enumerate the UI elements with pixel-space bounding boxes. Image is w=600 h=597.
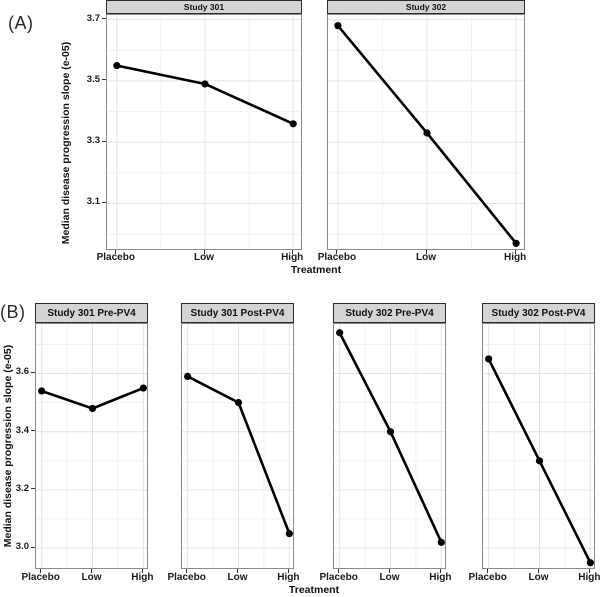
x-tick-mark <box>91 569 92 573</box>
facet-plot-svg <box>483 324 594 568</box>
data-point <box>113 61 121 70</box>
facet-panel <box>327 14 525 250</box>
x-axis-title-a: Treatment <box>290 264 342 276</box>
y-tick-label: 3.6 <box>15 366 29 378</box>
y-tick-mark <box>31 430 35 432</box>
y-tick-mark <box>102 79 106 81</box>
x-tick-label: Low <box>81 572 102 583</box>
data-point <box>289 120 297 128</box>
facet-plot-svg <box>182 324 293 568</box>
y-tick-label: 3.0 <box>15 541 29 553</box>
facet-plot-svg <box>328 15 524 249</box>
y-tick-label: 3.3 <box>86 135 100 147</box>
x-tick-label: High <box>429 572 452 583</box>
y-tick-mark <box>102 18 106 20</box>
x-tick-label: Placebo <box>21 572 60 583</box>
data-point <box>184 372 192 381</box>
panel-b-tag: (B) <box>0 302 26 322</box>
x-tick-mark <box>514 250 516 254</box>
facet-panel <box>333 323 446 569</box>
data-point <box>139 384 147 392</box>
facet-plot-svg <box>107 15 301 249</box>
facet-strip-label: Study 301 Pre-PV4 <box>47 307 136 319</box>
x-tick-mark <box>291 250 293 254</box>
data-point <box>201 80 209 88</box>
data-point <box>586 559 594 567</box>
facet-strip-label: Study 301 <box>183 2 225 12</box>
x-tick-mark <box>338 569 340 573</box>
data-point <box>234 399 243 407</box>
x-tick-mark <box>287 569 289 573</box>
data-point <box>512 239 520 247</box>
data-point <box>38 387 46 395</box>
x-tick-label: Low <box>379 572 400 583</box>
x-tick-mark <box>336 250 338 254</box>
x-tick-label: Low <box>227 572 248 583</box>
y-tick-mark <box>102 201 106 203</box>
x-tick-label: Low <box>528 572 549 583</box>
facet-strip: Study 302 Pre-PV4 <box>333 303 446 323</box>
data-point <box>386 428 395 436</box>
x-tick-label: High <box>281 252 304 263</box>
x-tick-mark <box>389 569 390 573</box>
facet-panel <box>35 323 148 569</box>
y-tick-mark <box>102 140 106 142</box>
facet-strip-label: Study 302 Post-PV4 <box>491 307 586 319</box>
x-tick-mark <box>237 569 238 573</box>
x-tick-mark <box>439 569 441 573</box>
x-axis-title-b: Treatment <box>288 584 340 596</box>
y-tick-label: 3.5 <box>86 73 100 85</box>
x-tick-label: Low <box>416 252 436 263</box>
panel-a-tag: (A) <box>8 13 34 33</box>
facet-strip: Study 301 Pre-PV4 <box>35 303 148 323</box>
y-tick-label: 3.1 <box>86 196 100 208</box>
data-point <box>437 538 445 546</box>
facet-strip-label: Study 302 Pre-PV4 <box>345 307 434 319</box>
facet-panel <box>181 323 294 569</box>
facet-plot-svg <box>36 324 147 568</box>
facet-panel <box>106 14 302 250</box>
facet-strip: Study 301 Post-PV4 <box>181 303 294 323</box>
x-tick-label: High <box>131 572 154 583</box>
data-point <box>334 22 342 30</box>
x-tick-label: High <box>277 572 300 583</box>
y-tick-label: 3.2 <box>15 482 29 494</box>
y-tick-label: 3.4 <box>15 424 29 436</box>
y-tick-mark <box>31 546 35 548</box>
x-tick-mark <box>186 569 188 573</box>
x-tick-label: High <box>503 252 527 263</box>
data-point <box>485 355 493 363</box>
x-tick-label: Low <box>194 252 214 263</box>
facet-strip: Study 302 <box>327 0 525 14</box>
y-tick-mark <box>31 488 35 490</box>
data-point <box>285 530 293 538</box>
data-point <box>88 404 97 413</box>
x-tick-mark <box>425 250 427 254</box>
x-tick-label: Placebo <box>167 572 206 583</box>
x-tick-mark <box>487 569 489 573</box>
facet-strip: Study 301 <box>106 0 302 14</box>
x-tick-label: Placebo <box>96 252 135 263</box>
x-tick-label: Placebo <box>319 572 358 583</box>
y-tick-label: 3.7 <box>86 12 100 24</box>
x-tick-mark <box>203 250 205 254</box>
x-tick-mark <box>115 250 117 254</box>
x-tick-label: Placebo <box>317 252 357 263</box>
x-tick-mark <box>141 569 143 573</box>
data-point <box>336 329 344 337</box>
data-point <box>535 457 544 465</box>
facet-panel <box>482 323 595 569</box>
facet-strip: Study 302 Post-PV4 <box>482 303 595 323</box>
facet-plot-svg <box>334 324 445 568</box>
facet-strip-label: Study 302 <box>405 2 447 12</box>
facet-strip-label: Study 301 Post-PV4 <box>190 307 285 319</box>
x-tick-mark <box>538 569 539 573</box>
x-tick-mark <box>588 569 590 573</box>
data-point <box>423 129 431 137</box>
x-tick-label: Placebo <box>468 572 507 583</box>
x-tick-mark <box>40 569 42 573</box>
y-tick-mark <box>31 371 35 373</box>
x-tick-label: High <box>578 572 600 583</box>
